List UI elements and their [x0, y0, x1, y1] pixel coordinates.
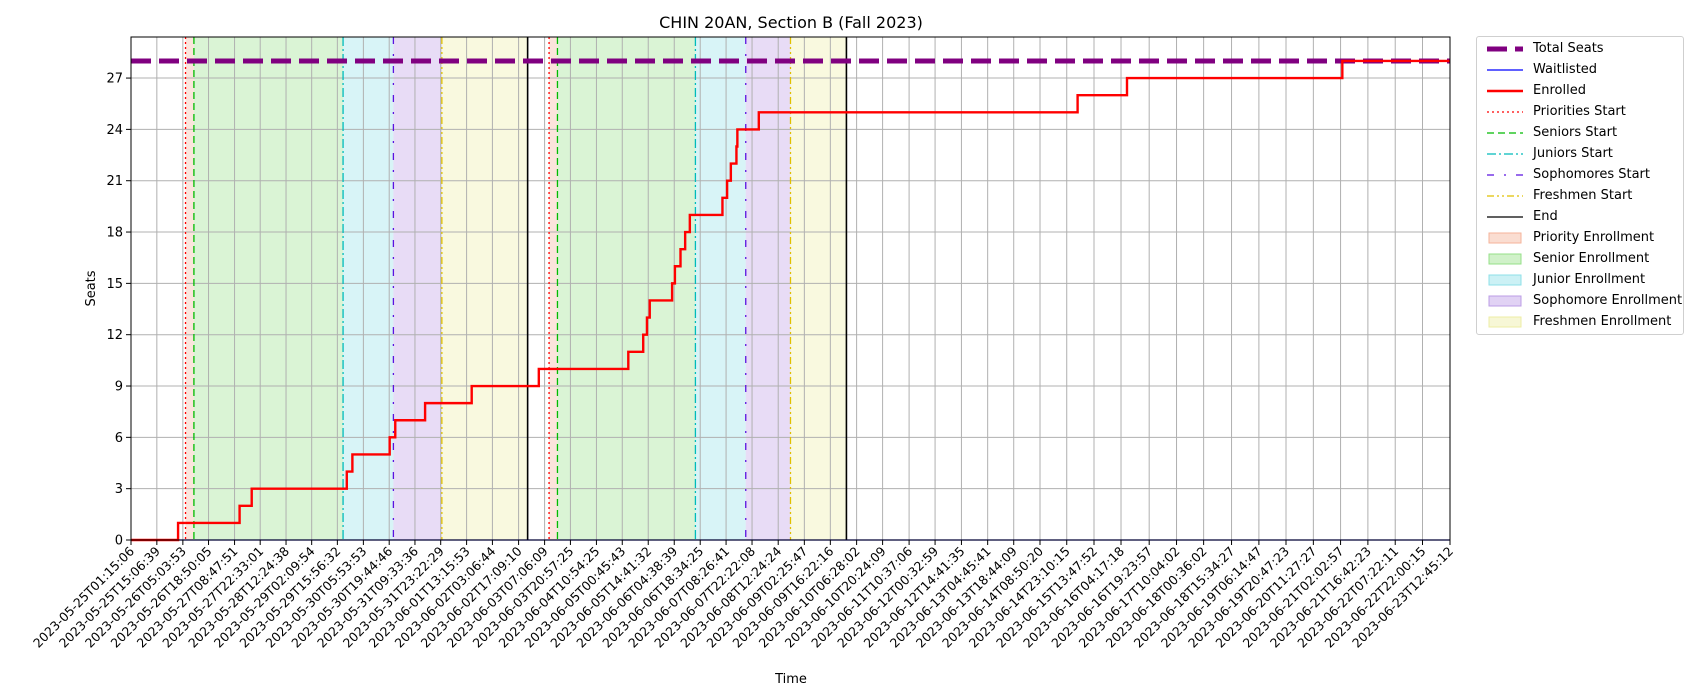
legend-patch — [1488, 274, 1522, 286]
shade-sophomore-enrollment — [393, 37, 442, 540]
legend-label: Sophomores Start — [1533, 167, 1650, 182]
y-axis-ticks: 0 3 6 9 12 15 18 21 24 27 — [106, 72, 131, 549]
legend-patch — [1488, 232, 1522, 244]
chart-legend: Total Seats Waitlisted Enrolled Priorities … — [1476, 36, 1684, 335]
legend-swatch — [1487, 111, 1523, 113]
legend-item: Senior Enrollment — [1477, 249, 1683, 269]
shade-sophomore-enrollment — [745, 37, 791, 540]
legend-swatch — [1488, 316, 1522, 328]
legend-item: Freshmen Enrollment — [1477, 312, 1683, 332]
legend-patch — [1488, 295, 1522, 307]
legend-patch — [1488, 316, 1522, 328]
plot-frame — [130, 36, 1451, 541]
enrollment-period-shading — [185, 37, 847, 540]
shade-junior-enrollment — [695, 37, 746, 540]
legend-label: End — [1533, 209, 1558, 224]
legend-swatch — [1487, 69, 1523, 71]
y-tick-label: 9 — [115, 380, 123, 395]
legend-item: Enrolled — [1477, 81, 1683, 101]
legend-item: Priority Enrollment — [1477, 228, 1683, 248]
legend-label: Waitlisted — [1533, 62, 1598, 77]
legend-label: Sophomore Enrollment — [1533, 293, 1683, 308]
legend-item: Junior Enrollment — [1477, 270, 1683, 290]
shade-freshmen-enrollment — [790, 37, 847, 540]
legend-label: Enrolled — [1533, 83, 1586, 98]
legend-swatch — [1487, 174, 1523, 176]
series-enrolled — [131, 59, 1450, 542]
legend-swatch — [1488, 253, 1522, 265]
shade-junior-enrollment — [343, 37, 394, 540]
legend-item: Priorities Start — [1477, 102, 1683, 122]
legend-item: Seniors Start — [1477, 123, 1683, 143]
y-tick-label: 24 — [106, 123, 123, 138]
y-tick-label: 18 — [106, 226, 123, 241]
legend-swatch — [1487, 89, 1523, 93]
grid-lines — [130, 37, 1451, 541]
legend-swatch — [1487, 153, 1523, 155]
y-axis-label: Seats — [84, 270, 99, 306]
legend-patch — [1488, 253, 1522, 265]
period-start-markers — [184, 37, 848, 540]
legend-label: Priorities Start — [1533, 104, 1626, 119]
legend-item: Juniors Start — [1477, 144, 1683, 164]
y-tick-label: 12 — [106, 328, 123, 343]
shade-priority-enrollment — [185, 37, 194, 540]
legend-item: Sophomores Start — [1477, 165, 1683, 185]
legend-label: Freshmen Start — [1533, 188, 1633, 203]
legend-item: Total Seats — [1477, 39, 1683, 59]
legend-item: End — [1477, 207, 1683, 227]
legend-swatch — [1488, 295, 1522, 307]
legend-item: Waitlisted — [1477, 60, 1683, 80]
chart-title: CHIN 20AN, Section B (Fall 2023) — [659, 13, 923, 32]
legend-label: Seniors Start — [1533, 125, 1618, 140]
legend-item: Sophomore Enrollment — [1477, 291, 1683, 311]
legend-swatch — [1487, 195, 1523, 197]
y-tick-label: 0 — [115, 534, 123, 549]
legend-swatch — [1488, 274, 1522, 286]
legend-label: Priority Enrollment — [1533, 230, 1655, 245]
y-tick-label: 21 — [106, 174, 123, 189]
y-tick-label: 6 — [115, 431, 123, 446]
x-axis-label: Time — [774, 672, 807, 687]
legend-label: Senior Enrollment — [1533, 251, 1650, 266]
y-tick-label: 15 — [106, 277, 123, 292]
legend-swatch — [1487, 132, 1523, 134]
shade-priority-enrollment — [549, 37, 558, 540]
legend-label: Total Seats — [1533, 41, 1604, 56]
legend-label: Juniors Start — [1533, 146, 1613, 161]
y-tick-label: 27 — [106, 72, 123, 87]
x-axis-ticks: 2023-05-25T01:15:062023-05-25T15:06:3920… — [30, 540, 1456, 651]
legend-swatch — [1487, 216, 1523, 218]
legend-swatch — [1488, 232, 1522, 244]
shade-senior-enrollment — [193, 37, 344, 540]
legend-label: Junior Enrollment — [1533, 272, 1646, 287]
legend-label: Freshmen Enrollment — [1533, 314, 1672, 329]
legend-swatch — [1487, 46, 1523, 52]
legend-item: Freshmen Start — [1477, 186, 1683, 206]
shade-freshmen-enrollment — [441, 37, 528, 540]
y-tick-label: 3 — [115, 482, 123, 497]
